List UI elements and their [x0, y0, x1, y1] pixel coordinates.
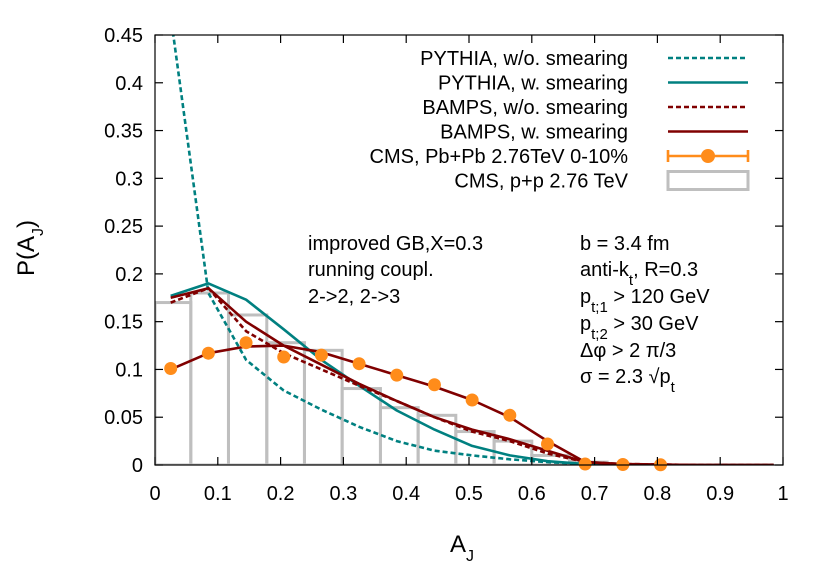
pbpb-data-point — [239, 336, 253, 350]
annotation-smearing-width: σ = 2.3 √pt — [580, 366, 676, 396]
pbpb-data-point — [541, 437, 554, 451]
annotation-subleading-pt-cut: pt;2 > 30 GeV — [580, 313, 699, 343]
y-tick-label: 0.1 — [115, 359, 143, 381]
x-tick-label: 0 — [149, 483, 160, 505]
series-line-bamps-w-o-smearing — [170, 286, 774, 465]
legend-label-pythia-w-smearing: PYTHIA, w. smearing — [438, 73, 628, 95]
legend: PYTHIA, w/o. smearing PYTHIA, w. smearing… — [370, 48, 750, 193]
legend-label-bamps-w-o-smearing: BAMPS, w/o. smearing — [422, 97, 628, 119]
annotation-left-line-3: 2->2, 2->3 — [308, 286, 400, 308]
pbpb-data-point — [390, 368, 404, 382]
histogram-bins — [155, 291, 609, 465]
y-tick-label: 0.4 — [115, 73, 143, 95]
pp-histogram-bin — [189, 291, 230, 465]
legend-swatch-cms-pb-pb-2-76tev-0-10 — [701, 149, 715, 163]
pbpb-data-point — [465, 393, 479, 407]
pbpb-data-point — [503, 408, 517, 422]
y-tick-label: 0.25 — [104, 216, 143, 238]
legend-label-bamps-w-smearing: BAMPS, w. smearing — [440, 122, 628, 144]
pbpb-data-point — [352, 357, 366, 371]
pp-histogram-bin — [302, 348, 344, 465]
pbpb-data-point — [314, 348, 328, 362]
x-tick-label: 0.2 — [267, 483, 295, 505]
annotation-right: b = 3.4 fm anti-kt, R=0.3 pt;1 > 120 GeV… — [580, 233, 710, 396]
pp-histogram-bin — [378, 406, 420, 465]
pbpb-data-point — [277, 350, 291, 364]
annotation-leading-pt-cut: pt;1 > 120 GeV — [580, 286, 710, 316]
cms-pbpb-points — [164, 336, 668, 472]
annotation-delta-phi-cut: Δφ > 2 π/3 — [580, 340, 676, 362]
annotation-jet-algorithm: anti-kt, R=0.3 — [580, 259, 698, 289]
x-tick-label: 0.8 — [643, 483, 671, 505]
y-tick-label: 0.3 — [115, 168, 143, 190]
pbpb-data-point — [578, 457, 592, 471]
x-tick-label: 0.1 — [204, 483, 232, 505]
annotation-left: improved GB,X=0.3 running coupl. 2->2, 2… — [308, 233, 483, 308]
legend-label-cms-pb-pb-2-76tev-0-10: CMS, Pb+Pb 2.76TeV 0-10% — [370, 146, 629, 168]
series-line-pythia-w-o-smearing — [171, 35, 774, 465]
annotation-left-line-1: improved GB,X=0.3 — [308, 233, 483, 255]
y-tick-label: 0 — [132, 455, 143, 477]
x-tick-label: 0.9 — [706, 483, 734, 505]
x-tick-label: 1 — [777, 483, 788, 505]
x-tick-label: 0.6 — [518, 483, 546, 505]
legend-label-pythia-w-o-smearing: PYTHIA, w/o. smearing — [420, 48, 628, 70]
x-tick-label: 0.4 — [392, 483, 420, 505]
x-tick-label: 0.7 — [581, 483, 609, 505]
pbpb-data-point — [427, 378, 441, 392]
y-tick-label: 0.35 — [104, 121, 143, 143]
x-axis-label: AJ — [450, 531, 474, 565]
axis-ticks: 0 0.1 0.2 0.3 0.4 0.5 0.6 0.7 0.8 0.9 1 0 0.05 0.1 0.1… — [104, 25, 789, 505]
pbpb-data-point — [164, 361, 178, 375]
pbpb-data-point — [201, 346, 215, 360]
x-tick-label: 0.3 — [329, 483, 357, 505]
annotation-impact-parameter: b = 3.4 fm — [580, 233, 670, 255]
y-axis-label: P(AJ) — [13, 220, 47, 276]
y-tick-label: 0.05 — [104, 407, 143, 429]
annotation-left-line-2: running coupl. — [308, 259, 434, 281]
series-line-pythia-w-smearing — [170, 282, 774, 465]
y-tick-label: 0.45 — [104, 25, 143, 47]
x-tick-label: 0.5 — [455, 483, 483, 505]
y-tick-label: 0.15 — [104, 312, 143, 334]
legend-label-cms-p-p-2-76-tev: CMS, p+p 2.76 TeV — [454, 171, 628, 193]
y-tick-label: 0.2 — [115, 264, 143, 286]
legend-swatch-cms-p-p-2-76-tev — [666, 170, 750, 191]
pp-histogram-bin — [155, 301, 193, 465]
